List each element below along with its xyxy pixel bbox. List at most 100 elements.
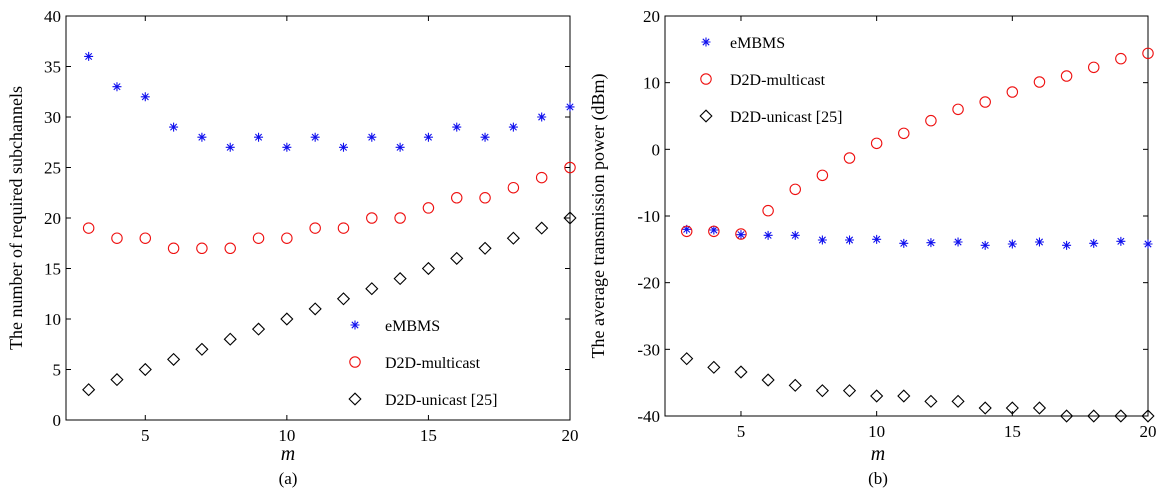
- data-point-asterisk-embms: [225, 142, 235, 152]
- data-point-diamond-unicast: [535, 221, 549, 235]
- data-point-asterisk-embms: [953, 237, 963, 247]
- legend-label-unicast: D2D-unicast [25]: [730, 109, 842, 126]
- data-point-diamond-unicast: [167, 352, 181, 366]
- y-tick-label: 0: [652, 140, 661, 159]
- data-point-diamond-unicast: [82, 383, 96, 397]
- data-point-diamond-unicast: [1141, 409, 1155, 423]
- data-point-circle-multicast: [925, 114, 937, 127]
- y-tick-label: 10: [44, 310, 61, 329]
- data-point-diamond-unicast: [223, 332, 237, 346]
- x-tick-label: 5: [737, 422, 746, 441]
- data-point-asterisk-embms: [452, 122, 462, 132]
- data-point-diamond-unicast: [138, 362, 152, 377]
- data-point-diamond-unicast: [308, 302, 322, 316]
- data-point-circle-multicast: [564, 161, 576, 174]
- data-point-circle-multicast: [196, 242, 208, 255]
- data-point-circle-multicast: [898, 127, 910, 140]
- data-point-circle-multicast: [1033, 76, 1046, 88]
- data-point-diamond-unicast: [815, 384, 829, 398]
- data-point-diamond-unicast: [761, 373, 775, 387]
- data-point-circle-multicast: [422, 202, 435, 214]
- data-point-diamond-unicast: [897, 389, 911, 403]
- data-point-asterisk-embms: [899, 238, 909, 248]
- data-point-circle-multicast: [337, 222, 350, 234]
- data-point-asterisk-embms: [480, 132, 490, 142]
- data-point-asterisk-embms: [1089, 238, 1099, 248]
- data-point-asterisk-embms: [395, 142, 405, 152]
- data-point-diamond-unicast: [421, 261, 436, 276]
- data-point-circle-multicast: [735, 228, 747, 240]
- y-tick-label: 5: [53, 361, 62, 380]
- data-point-diamond-unicast: [1114, 409, 1128, 423]
- data-point-circle-multicast: [843, 152, 856, 164]
- data-point-circle-multicast: [479, 192, 491, 204]
- data-point-asterisk-embms: [845, 235, 855, 245]
- data-point-circle-multicast: [816, 169, 829, 182]
- legend-label-multicast: D2D-multicast: [730, 72, 826, 89]
- data-point-asterisk-embms: [169, 122, 179, 132]
- y-tick-label: -10: [637, 207, 660, 226]
- data-point-asterisk-embms: [423, 132, 433, 142]
- data-point-asterisk-embms: [140, 92, 150, 102]
- x-axis-label-b: m: [871, 443, 885, 465]
- data-point-asterisk-embms: [1143, 239, 1153, 249]
- data-point-diamond-unicast: [251, 322, 266, 336]
- y-tick-label: 40: [44, 7, 61, 26]
- data-point-diamond-unicast: [478, 241, 492, 255]
- data-point-circle-multicast: [979, 96, 991, 108]
- data-point-asterisk-embms: [1062, 240, 1072, 250]
- legend-label-embms: eMBMS: [730, 35, 785, 52]
- y-tick-label: 35: [44, 58, 61, 77]
- legend-marker-multicast: [700, 73, 712, 85]
- legend-marker-unicast: [699, 109, 713, 123]
- data-point-diamond-unicast: [924, 394, 938, 408]
- data-point-diamond-unicast: [978, 401, 992, 415]
- data-point-circle-multicast: [535, 171, 548, 184]
- data-point-asterisk-embms: [338, 142, 348, 152]
- x-tick-label: 10: [868, 422, 885, 441]
- x-tick-label: 20: [1140, 422, 1157, 441]
- legend-marker-embms: [350, 320, 360, 330]
- x-tick-label: 10: [278, 426, 295, 445]
- data-point-diamond-unicast: [336, 292, 351, 306]
- y-tick-label: -40: [637, 407, 660, 426]
- data-point-asterisk-embms: [682, 224, 692, 234]
- x-tick-label: 15: [420, 426, 437, 445]
- data-point-circle-multicast: [680, 225, 693, 238]
- data-point-asterisk-embms: [763, 230, 773, 240]
- y-tick-label: -30: [637, 340, 660, 359]
- y-tick-label: 20: [44, 209, 61, 228]
- legend-marker-multicast: [349, 356, 361, 368]
- data-point-circle-multicast: [708, 225, 720, 238]
- data-point-circle-multicast: [507, 181, 520, 194]
- legend-b: eMBMS D2D-multicast D2D-unicast [25]: [699, 35, 842, 126]
- y-tick-label: 0: [53, 411, 62, 430]
- legend-label-embms: eMBMS: [385, 318, 440, 335]
- data-point-diamond-unicast: [842, 384, 857, 398]
- data-point-circle-multicast: [224, 242, 236, 255]
- data-point-diamond-unicast: [365, 282, 379, 296]
- legend-label-unicast: D2D-unicast [25]: [385, 392, 497, 409]
- chart-panel-a: 5 10 15 20 0 5 10 15 20 25 30 35 40 eMBMS D2D-multica…: [6, 7, 579, 488]
- data-point-diamond-unicast: [1060, 409, 1074, 423]
- legend-marker-unicast: [348, 392, 362, 406]
- legend-a: eMBMS D2D-multicast D2D-unicast [25]: [348, 318, 497, 409]
- data-point-diamond-unicast: [734, 365, 748, 379]
- data-point-asterisk-embms: [310, 132, 320, 142]
- data-point-circle-multicast: [789, 183, 801, 196]
- data-point-asterisk-embms: [1116, 236, 1126, 246]
- data-point-asterisk-embms: [254, 132, 264, 142]
- x-tick-label: 5: [141, 426, 150, 445]
- data-point-diamond-unicast: [393, 272, 407, 286]
- data-point-asterisk-embms: [817, 235, 827, 245]
- data-point-circle-multicast: [167, 242, 180, 255]
- data-point-circle-multicast: [1006, 86, 1019, 98]
- data-point-circle-multicast: [870, 137, 883, 150]
- data-point-diamond-unicast: [1032, 401, 1047, 415]
- x-tick-label: 20: [562, 426, 579, 445]
- y-tick-label: 10: [643, 74, 660, 93]
- data-point-diamond-unicast: [195, 342, 209, 356]
- data-point-asterisk-embms: [926, 238, 936, 248]
- data-point-circle-multicast: [1087, 61, 1100, 74]
